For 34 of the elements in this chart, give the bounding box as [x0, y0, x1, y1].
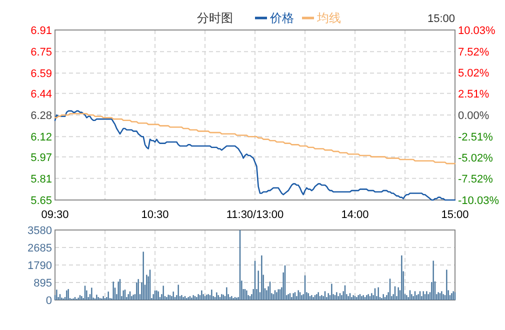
y-tick-label: 2685 — [28, 242, 52, 254]
y2-tick-label: 0.00% — [458, 110, 490, 122]
y2-tick-label: -5.02% — [458, 152, 494, 165]
y2-tick-label: 7.52% — [458, 46, 490, 58]
y-tick-label: 895 — [34, 278, 52, 290]
x-tick-label: 10:30 — [141, 209, 169, 221]
legend-label: 均线 — [316, 11, 341, 25]
y-tick-label: 3580 — [28, 225, 52, 237]
text: 15:00 — [427, 13, 455, 25]
y-tick-label: 6.59 — [30, 68, 52, 80]
y-tick-label: 6.28 — [30, 110, 52, 122]
y-tick-label: 1790 — [28, 260, 52, 272]
y-tick-label: 6.12 — [30, 132, 52, 144]
line-series — [54, 113, 456, 164]
y-tick-label: 6.44 — [30, 88, 52, 100]
x-tick-label: 11:30/13:00 — [226, 209, 284, 221]
y-tick-label: 5.97 — [30, 152, 52, 164]
y-tick-label: 6.91 — [30, 25, 52, 37]
y2-tick-label: -2.51% — [458, 131, 494, 144]
y2-tick-label: -10.03% — [458, 195, 500, 207]
y-tick-label: 0 — [46, 295, 52, 307]
y-tick-label: 5.65 — [30, 195, 52, 207]
x-tick-label: 14:00 — [341, 209, 369, 221]
y2-tick-label: -7.52% — [458, 174, 494, 186]
x-tick-label: 15:00 — [441, 209, 469, 221]
y2-tick-label: 10.03% — [458, 25, 496, 37]
chart-title: 分时图 — [197, 11, 233, 25]
y-tick-label: 6.75 — [30, 46, 52, 59]
y-tick-label: 5.81 — [30, 173, 52, 186]
line-series — [54, 110, 456, 201]
y2-tick-label: 2.51% — [458, 88, 490, 101]
y2-tick-label: 5.02% — [458, 67, 490, 80]
x-tick-label: 09:30 — [41, 209, 69, 221]
legend-label: 价格 — [269, 11, 294, 25]
